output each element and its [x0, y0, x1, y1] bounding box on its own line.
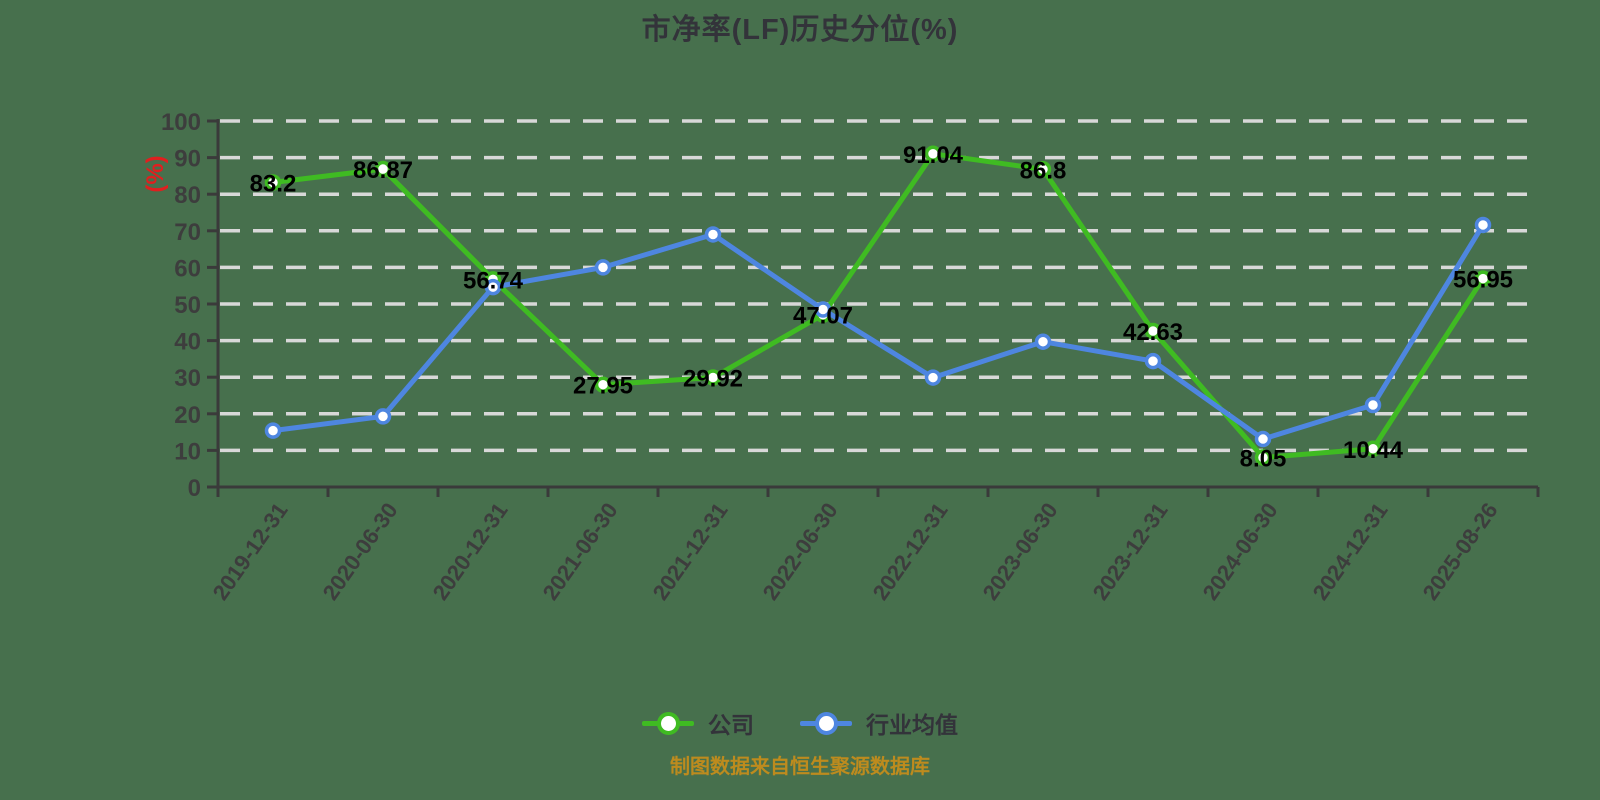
y-tick-label: 0: [188, 475, 201, 502]
industry-data-point[interactable]: [924, 369, 942, 386]
y-tick-label: 100: [161, 109, 201, 136]
company-data-point[interactable]: [1034, 161, 1052, 178]
x-tick-label: 2020-06-30: [318, 498, 403, 605]
company-legend-marker: [642, 711, 694, 735]
industry-data-point[interactable]: [374, 408, 392, 425]
data-label: 27.95: [573, 373, 633, 400]
x-tick-label: 2022-12-31: [868, 498, 953, 605]
x-tick-label: 2023-12-31: [1088, 498, 1173, 605]
industry-data-point[interactable]: [1364, 396, 1382, 414]
industry-data-point[interactable]: [704, 226, 722, 243]
y-tick-label: 70: [174, 219, 201, 246]
legend-item-company[interactable]: 公司: [642, 706, 754, 740]
data-label: 47.07: [793, 303, 853, 330]
x-tick-label: 2019-12-31: [208, 498, 293, 605]
company-data-point[interactable]: [594, 376, 612, 393]
x-tick-label: 2023-06-30: [978, 498, 1063, 605]
chart-title: 市净率(LF)历史分位(%): [641, 14, 959, 46]
x-tick-label: 2021-06-30: [538, 498, 623, 605]
legend-item-industry[interactable]: 行业均值: [800, 706, 958, 740]
industry-data-point[interactable]: [484, 278, 502, 296]
industry-legend-dot-icon: [815, 712, 838, 735]
company-data-point[interactable]: [924, 145, 942, 163]
x-tick-label: 2024-12-31: [1308, 498, 1393, 605]
y-tick-label: 60: [174, 255, 201, 282]
data-label: 56.95: [1453, 267, 1513, 294]
data-label: 91.04: [903, 142, 964, 169]
company-series-line: [270, 151, 1486, 461]
industry-data-point[interactable]: [1144, 352, 1162, 370]
x-tick-label: 2022-06-30: [758, 498, 843, 605]
company-data-point[interactable]: [1474, 270, 1492, 287]
x-tick-label: 2020-12-31: [428, 498, 513, 605]
x-tick-label: 2025-08-26: [1418, 498, 1503, 605]
company-legend-dot-icon: [657, 712, 680, 735]
company-data-point[interactable]: [374, 160, 392, 178]
company-data-point[interactable]: [704, 369, 722, 386]
legend: 公司 行业均值: [0, 706, 1600, 740]
y-tick-label: 10: [174, 438, 201, 465]
data-label: 10.44: [1343, 437, 1404, 464]
data-label: 42.63: [1123, 319, 1183, 346]
industry-data-point[interactable]: [1254, 430, 1272, 448]
y-tick-label: 80: [174, 182, 201, 209]
company-data-point[interactable]: [1364, 440, 1382, 458]
industry-data-point[interactable]: [1034, 333, 1052, 350]
industry-data-point[interactable]: [264, 422, 282, 439]
y-tick-label: 40: [174, 329, 201, 356]
industry-legend-label: 行业均值: [866, 712, 958, 738]
data-label: 86.87: [353, 157, 413, 184]
data-label: 56.74: [463, 267, 524, 294]
industry-series-line: [270, 222, 1486, 442]
x-tick-label: 2024-06-30: [1198, 498, 1283, 605]
industry-data-point[interactable]: [814, 301, 832, 318]
industry-data-point[interactable]: [594, 259, 612, 276]
y-tick-label: 90: [174, 146, 201, 173]
data-source-note: 制图数据来自恒生聚源数据库: [670, 756, 930, 778]
company-data-point[interactable]: [1144, 322, 1162, 340]
y-tick-label: 50: [174, 292, 201, 319]
data-label: 8.05: [1240, 446, 1287, 473]
data-label: 29.92: [683, 365, 743, 392]
x-tick-label: 2021-12-31: [648, 498, 733, 605]
y-tick-label: 30: [174, 365, 201, 392]
data-label: 86.8: [1020, 157, 1067, 184]
company-legend-label: 公司: [708, 712, 754, 738]
company-data-point[interactable]: [264, 174, 282, 191]
data-label: 83.2: [250, 170, 297, 197]
industry-data-point[interactable]: [1474, 216, 1492, 234]
y-tick-label: 20: [174, 402, 201, 429]
industry-legend-marker: [800, 711, 852, 735]
company-data-point[interactable]: [1254, 449, 1272, 466]
